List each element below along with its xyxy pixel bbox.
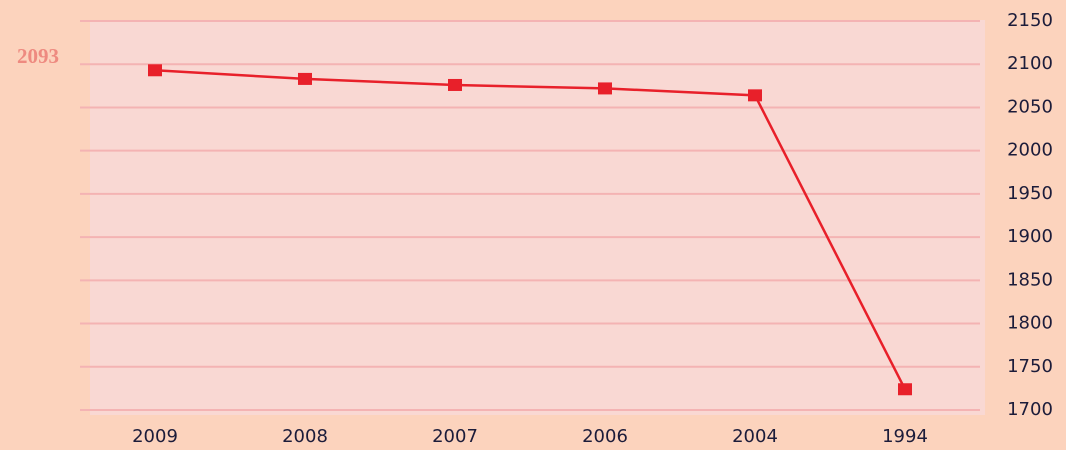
- x-tick-label: 1994: [882, 426, 928, 447]
- y-tick-label: 1850: [1007, 269, 1053, 290]
- x-tick-label: 2007: [432, 426, 478, 447]
- data-point: [448, 78, 462, 91]
- y-tick-label: 2000: [1007, 140, 1053, 161]
- y-tick-label: 1700: [1007, 399, 1053, 420]
- annotation: 2093: [17, 44, 59, 68]
- y-tick-label: 2150: [1007, 10, 1053, 31]
- x-tick-label: 2004: [732, 426, 778, 447]
- data-point: [898, 383, 912, 396]
- y-tick-label: 2050: [1007, 96, 1053, 117]
- photo-tint: [90, 20, 985, 415]
- data-line: [154, 69, 907, 390]
- x-tick-label: 2008: [282, 426, 328, 447]
- data-point: [148, 64, 162, 77]
- data-point: [598, 82, 612, 95]
- y-tick-label: 2100: [1007, 53, 1053, 74]
- y-tick-label: 1750: [1007, 356, 1053, 377]
- y-tick-label: 1900: [1007, 226, 1053, 247]
- data-point: [298, 72, 312, 85]
- y-tick-label: 1950: [1007, 183, 1053, 204]
- x-tick-label: 2006: [582, 426, 628, 447]
- data-point: [748, 89, 762, 102]
- y-tick-label: 1800: [1007, 313, 1053, 334]
- x-tick-label: 2009: [132, 426, 178, 447]
